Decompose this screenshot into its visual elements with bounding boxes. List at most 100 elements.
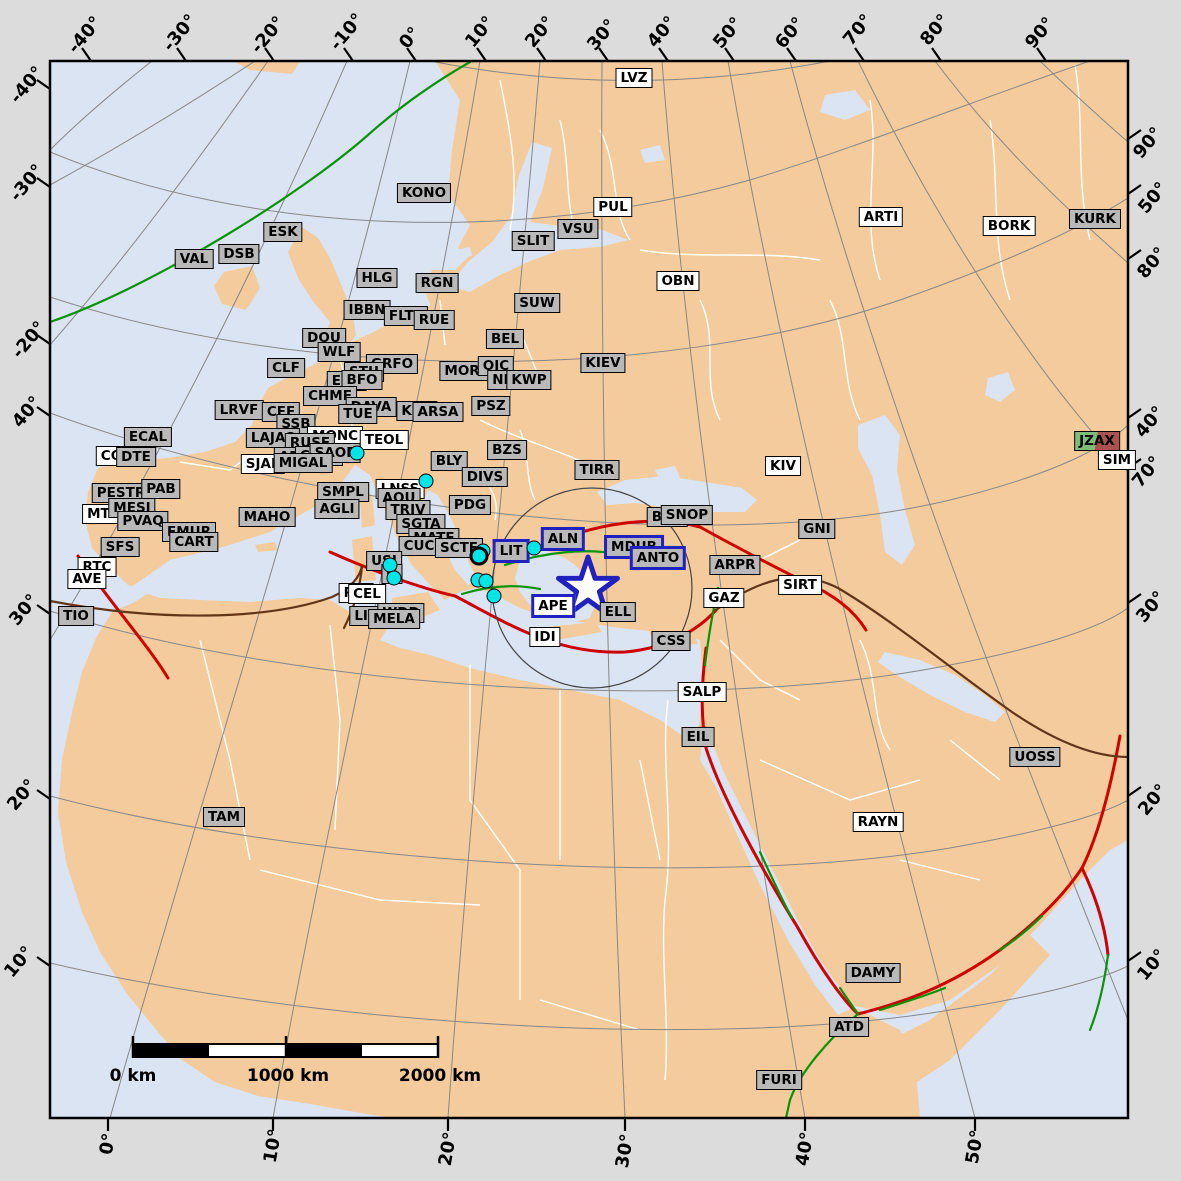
station-label-pul: PUL [593,197,633,217]
event-marker-circle [418,473,434,489]
station-label-tue: TUE [338,404,378,424]
scale-bar [131,1036,440,1058]
station-label-atd: ATD [829,1017,869,1037]
station-label-pab: PAB [141,479,181,499]
plate-boundary-green [838,986,860,1016]
station-label-eil: EIL [681,727,715,747]
station-label-anto: ANTO [629,546,687,570]
scale-bar-label: 2000 km [398,1066,482,1086]
plate-boundary-brown [50,564,364,617]
station-label-bel: BEL [485,329,525,349]
station-label-arsa: ARSA [412,402,464,422]
station-label-migal: MIGAL [273,453,333,473]
station-label-kurk: KURK [1068,209,1122,229]
station-label-arpr: ARPR [709,555,761,575]
station-label-cuc: CUC [398,536,440,556]
map-frame [48,59,1130,1120]
plate-boundary-red [700,646,860,1016]
event-marker-circle [478,573,494,589]
station-label-damy: DAMY [845,963,901,983]
event-marker-circle [386,570,402,586]
station-label-sirt: SIRT [778,575,822,595]
distance-circle [491,487,693,689]
station-label-rue: RUE [413,310,455,330]
plate-boundary-green [460,585,542,596]
station-label-wlf: WLF [317,342,361,362]
station-label-lvz: LVZ [615,68,653,88]
station-label-psz: PSZ [471,396,511,416]
station-label-agli: AGLI [314,499,360,519]
scale-bar-label: 0 km [109,1066,157,1086]
station-label-kono: KONO [396,183,452,203]
event-marker-circle [486,588,502,604]
station-label-lit: LIT [492,539,530,563]
station-label-esk: ESK [263,222,303,242]
epicenter-star [556,554,620,616]
station-label-rgn: RGN [415,273,459,293]
station-label-gni: GNI [798,519,836,539]
station-label-dte: DTE [116,447,156,467]
event-marker-circle [469,546,489,566]
plate-boundary-green [1088,953,1110,1032]
plate-boundary-red [1080,866,1110,957]
station-label-jzax: JZAX [1074,431,1120,451]
station-label-dsb: DSB [218,244,260,264]
station-label-ave: AVE [67,569,107,589]
event-marker-circle [349,445,365,461]
station-label-css: CSS [651,631,691,651]
station-label-furi: FURI [756,1070,802,1090]
station-label-uoss: UOSS [1009,747,1061,767]
station-label-chmf: CHMF [303,386,357,406]
scale-bar-label: 1000 km [246,1066,330,1086]
station-label-slit: SLIT [511,231,555,251]
station-label-cel: CEL [348,584,386,604]
station-label-sim: SIM [1097,450,1137,470]
axis-label-bottom: 0° [95,1131,121,1157]
station-label-divs: DIVS [461,467,509,487]
station-label-pvaq: PVAQ [117,511,169,531]
station-label-bzs: BZS [487,440,527,460]
station-label-tam: TAM [202,807,246,827]
station-label-arti: ARTI [858,207,904,227]
station-label-aln: ALN [540,527,586,551]
station-label-saof: SAOF [309,443,361,463]
plate-boundary-red [538,519,868,632]
station-label-ell: ELL [599,602,637,622]
plate-boundary-green [878,986,947,1012]
station-label-teol: TEOL [359,430,409,450]
station-label-pdg: PDG [448,495,492,515]
station-label-idi: IDI [529,627,561,647]
graticule [50,61,1128,1118]
station-label-bfo: BFO [341,370,383,390]
station-label-kiev: KIEV [580,353,626,373]
station-label-ape: APE [531,594,575,618]
station-label-sfs: SFS [100,537,140,557]
station-label-salp: SALP [677,682,727,702]
station-label-bork: BORK [982,216,1036,236]
station-label-val: VAL [174,249,214,269]
station-label-lrvf: LRVF [214,400,264,420]
station-label-gaz: GAZ [703,588,745,608]
plate-boundary-green [758,850,794,920]
islands [255,494,1050,1118]
station-label-pestr: PESTR [91,483,151,503]
station-label-cart: CART [169,532,219,552]
station-label-suw: SUW [514,293,560,313]
station-label-hlg: HLG [356,268,398,288]
station-label-ecal: ECAL [123,427,173,447]
plate-boundary-green [50,61,472,324]
station-label-bly: BLY [430,451,468,471]
station-label-clf: CLF [267,358,305,378]
station-label-mela: MELA [368,609,420,629]
station-label-kwp: KWP [506,370,552,390]
station-label-rayn: RAYN [852,812,904,832]
station-label-tio: TIO [58,606,94,626]
station-label-tirr: TIRR [574,460,620,480]
plate-boundary-green [998,914,1044,952]
station-label-obn: OBN [656,271,700,291]
station-label-snop: SNOP [660,505,714,525]
station-label-maho: MAHO [238,507,296,527]
station-label-vsu: VSU [557,219,599,239]
